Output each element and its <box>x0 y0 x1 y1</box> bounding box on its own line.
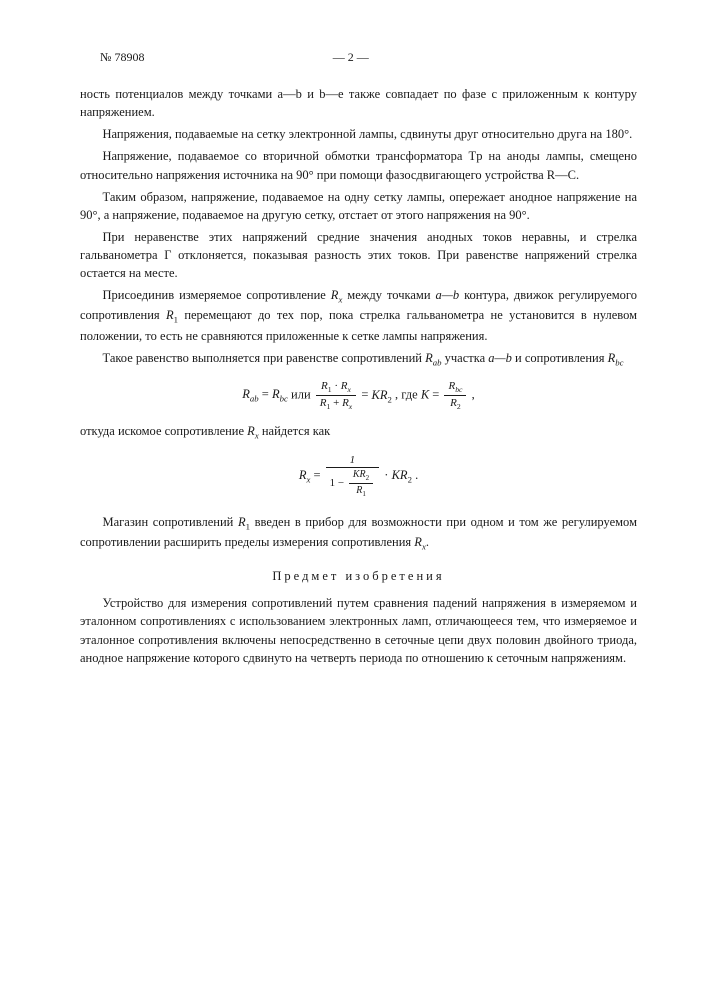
formula-2: Rx = 1 1 − KR2R1 · KR2 . <box>80 453 637 499</box>
symbol-ab: a—b <box>436 288 460 302</box>
header-spacer <box>557 50 617 65</box>
p5-text-1: Присоединив измеряемое сопротивление <box>103 288 331 302</box>
f1-lhs: Rab = Rbc <box>242 387 288 404</box>
paragraph-4: При неравенстве этих напряжений средние … <box>80 228 637 282</box>
f2-eq: = <box>313 468 323 482</box>
paragraph-5: Присоединив измеряемое сопротивление Rx … <box>80 286 637 345</box>
formula-1: Rab = Rbc или R1 · Rx R1 + Rx = KR2 , гд… <box>80 379 637 412</box>
section-title: Предмет изобретения <box>80 569 637 584</box>
f1-kr2: KR2 <box>372 388 392 402</box>
f2-kr2: KR2 <box>392 468 412 482</box>
f1-fraction-1: R1 · Rx R1 + Rx <box>316 379 356 412</box>
paragraph-7: откуда искомое сопротивление Rx найдется… <box>80 422 637 442</box>
symbol-R1: R1 <box>166 308 178 322</box>
f2-nested-fraction: KR2R1 <box>349 468 373 499</box>
symbol-Rbc: Rbc <box>608 351 624 365</box>
paragraph-8: Магазин сопротивлений R1 введен в прибор… <box>80 513 637 553</box>
paragraph-0: ность потенциалов между точками a—b и b—… <box>80 85 637 121</box>
p6-text-2: участка <box>442 351 489 365</box>
f2-Rx: Rx <box>299 468 311 482</box>
symbol-Rab: Rab <box>425 351 441 365</box>
f1-comma: , <box>472 388 475 402</box>
symbol-ab-2: a—b <box>488 351 512 365</box>
paragraph-6: Такое равенство выполняется при равенств… <box>80 349 637 369</box>
f2-period: . <box>415 468 418 482</box>
paragraph-9: Устройство для измерения сопротивлений п… <box>80 594 637 667</box>
paragraph-3: Таким образом, напряжение, подаваемое на… <box>80 188 637 224</box>
symbol-R1-2: R1 <box>238 515 250 529</box>
symbol-Rx: Rx <box>331 288 343 302</box>
symbol-Rx-2: Rx <box>247 424 259 438</box>
paragraph-1: Напряжения, подаваемые на сетку электрон… <box>80 125 637 143</box>
document-number: № 78908 <box>100 50 144 65</box>
paragraph-2: Напряжение, подаваемое со вторичной обмо… <box>80 147 637 183</box>
f1-or: или <box>291 388 314 402</box>
f1-eq2: = <box>361 388 371 402</box>
symbol-Rx-3: Rx <box>414 535 426 549</box>
p8-text-1: Магазин сопротивлений <box>103 515 238 529</box>
p7-text-2: найдется как <box>259 424 331 438</box>
page-number: — 2 — <box>333 50 369 65</box>
document-page: № 78908 — 2 — ность потенциалов между то… <box>0 0 707 721</box>
f2-dot: · <box>384 468 391 482</box>
p7-text-1: откуда искомое сопротивление <box>80 424 247 438</box>
f1-fraction-2: Rbc R2 <box>444 379 466 412</box>
f1-K: K <box>421 388 429 402</box>
f1-where: , где <box>395 388 421 402</box>
page-header: № 78908 — 2 — <box>80 50 637 65</box>
p5-text-2: между точками <box>342 288 435 302</box>
f2-main-fraction: 1 1 − KR2R1 <box>326 453 380 499</box>
f1-eq3: = <box>432 388 442 402</box>
p6-text-1: Такое равенство выполняется при равенств… <box>103 351 426 365</box>
p6-text-3: и сопротивления <box>512 351 608 365</box>
